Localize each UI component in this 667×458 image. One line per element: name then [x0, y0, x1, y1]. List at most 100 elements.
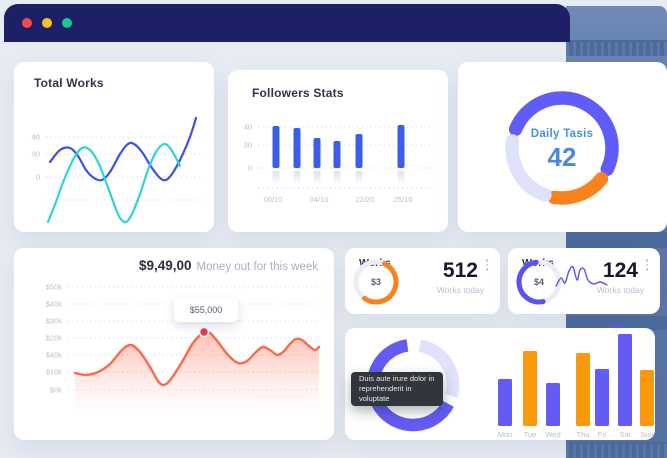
works-card-1: Works $3 512 Works today: [345, 248, 500, 314]
bar: [293, 128, 301, 168]
y-tick-label: 0: [36, 173, 40, 182]
x-tick-label: Fri: [598, 430, 607, 439]
bar: [618, 334, 632, 426]
money-out-card: $9,49,00 Money out for this week $55,000 …: [14, 248, 334, 440]
card-title: Followers Stats: [252, 86, 344, 100]
progress-donut-segment: [362, 261, 399, 305]
y-tick-label: $40k: [46, 351, 63, 360]
works-count: 124: [602, 259, 638, 282]
main-donut-segment: [366, 339, 454, 432]
bar: [355, 134, 363, 168]
background-band: [566, 316, 667, 330]
bar-reflection: [313, 171, 321, 185]
money-header: $9,49,00 Money out for this week: [139, 258, 318, 273]
bar-reflection: [272, 171, 280, 185]
x-tick-label: 04/10: [310, 195, 329, 204]
y-tick-label: 0: [248, 164, 252, 173]
x-tick-label: 06/10: [264, 195, 283, 204]
kebab-menu-icon[interactable]: [644, 257, 651, 273]
spend-area: [73, 329, 321, 387]
weekly-bar-chart: Mon Tue Wed Thu Fri Sat Sun: [498, 334, 654, 439]
bar: [546, 383, 560, 426]
works-count: 512: [442, 259, 478, 282]
y-tick-label: $10k: [46, 368, 63, 377]
area-fill: [75, 331, 319, 415]
works-caption: Works today: [436, 285, 484, 295]
y-tick-label: $50k: [46, 283, 63, 292]
data-point-marker: [198, 326, 210, 338]
y-tick-label: $20k: [46, 334, 63, 343]
works-2-sparkline: [555, 265, 608, 287]
background-band: [566, 442, 667, 458]
x-tick-label: Sun: [640, 430, 653, 439]
y-tick-label: 40: [244, 123, 252, 132]
tooltip-text-line2: reprehenderit in voluptate: [359, 383, 412, 404]
bar: [397, 125, 405, 168]
kpi-block: 512 Works today: [437, 260, 484, 295]
background-texture: [566, 444, 667, 458]
weekly-stats-card: Duis aute irure dolor in reprehenderit i…: [345, 328, 655, 440]
bar: [272, 126, 280, 168]
works-1-donut-chart: [353, 259, 399, 305]
value-tooltip: $55,000: [174, 298, 238, 322]
bar: [595, 369, 609, 426]
y-tick-label: 40: [32, 133, 40, 142]
background-band: [566, 232, 667, 248]
x-tick-label: Tue: [524, 430, 537, 439]
blue-series: [48, 116, 198, 182]
progress-donut-segment: [516, 259, 546, 305]
weekly-donut-chart: [366, 339, 460, 432]
works-card-2: Works $4 124 Works today: [508, 248, 660, 314]
x-tick-label: 25/10: [394, 195, 413, 204]
kpi-block: 124 Works today: [597, 260, 644, 295]
total-works-line-chart: 40 30 0: [32, 116, 202, 224]
money-amount: $9,49,00: [138, 258, 192, 273]
bar-reflection: [293, 171, 301, 185]
spark: [555, 265, 608, 287]
bar: [523, 351, 537, 426]
y-tick-label: 30: [32, 150, 40, 159]
money-area-chart: $50k $40k $30k $20k $40k $10k $0k: [46, 283, 321, 415]
bar: [576, 353, 590, 426]
works-caption: Works today: [596, 285, 644, 295]
x-tick-label: Wed: [545, 430, 560, 439]
works-2-donut-chart: [516, 259, 562, 305]
window-maximize-button[interactable]: [62, 18, 72, 28]
background-band: [566, 40, 667, 56]
window-close-button[interactable]: [22, 18, 32, 28]
card-title: Total Works: [34, 76, 104, 90]
x-tick-label: Sat: [619, 430, 631, 439]
tooltip-text-line1: Duis aute irure dolor in: [359, 373, 435, 383]
money-subtitle: Money out for this week: [196, 261, 318, 273]
bar-reflection: [355, 171, 363, 185]
remaining-donut-segment: [505, 134, 552, 202]
daily-tasks-donut-chart: [505, 91, 619, 205]
window-minimize-button[interactable]: [42, 18, 52, 28]
kebab-menu-icon[interactable]: [484, 257, 491, 273]
followers-bar-chart: 40 30 0 06/10 04/10 22/20 25/10: [244, 123, 432, 204]
x-tick-label: Thu: [577, 430, 590, 439]
y-tick-label: 30: [244, 141, 252, 150]
tooltip-value: $55,000: [189, 305, 223, 315]
daily-tasks-card: Daily Tasis 42: [458, 62, 667, 232]
bar-reflection: [397, 171, 405, 185]
followers-stats-card: Followers Stats 40 30 0 06/10 04/10 22/20 25/1…: [228, 70, 448, 232]
done-donut-segment: [508, 91, 619, 176]
x-tick-label: 22/20: [356, 195, 375, 204]
total-works-card: Total Works 40 30 0: [14, 62, 214, 232]
background-texture: [566, 42, 667, 56]
bar: [313, 138, 321, 168]
bar: [333, 141, 341, 168]
x-tick-label: Mon: [498, 430, 513, 439]
rest-donut-segment: [418, 339, 460, 398]
bar: [640, 370, 654, 426]
bar: [498, 379, 512, 426]
y-tick-label: $30k: [46, 317, 63, 326]
cyan-series: [46, 142, 182, 224]
bar-reflection: [333, 171, 341, 185]
in-progress-donut-segment: [547, 172, 609, 205]
y-tick-label: $0k: [50, 386, 62, 395]
y-tick-label: $40k: [46, 300, 63, 309]
info-tooltip: Duis aute irure dolor in reprehenderit i…: [351, 372, 443, 406]
